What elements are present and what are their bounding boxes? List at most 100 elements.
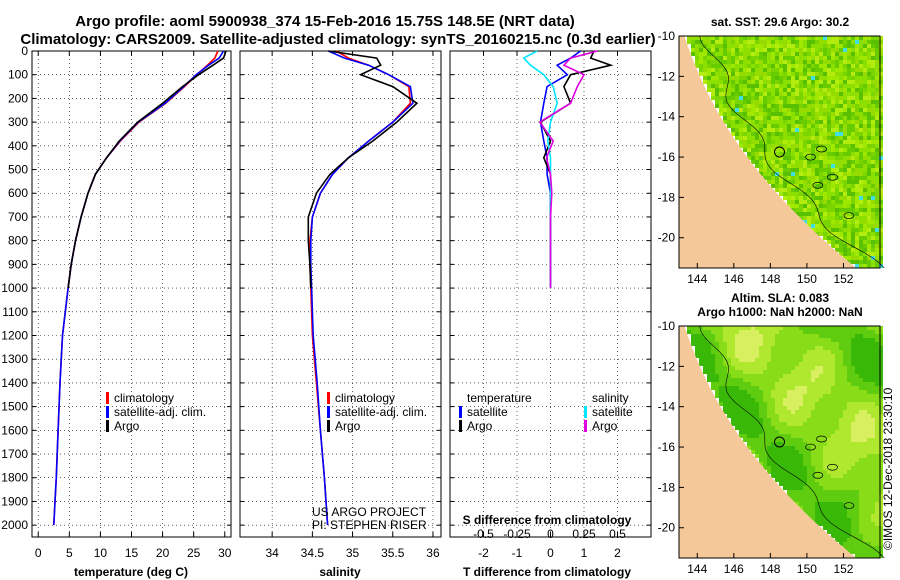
ocean-cell — [767, 410, 771, 414]
ocean-cell — [811, 76, 815, 80]
ocean-cell — [755, 366, 759, 370]
ocean-cell — [859, 132, 863, 136]
ocean-cell — [863, 474, 867, 478]
ocean-cell — [775, 96, 779, 100]
ocean-cell — [855, 530, 859, 534]
ocean-cell — [867, 56, 871, 60]
ocean-cell — [799, 72, 803, 76]
ocean-cell — [875, 88, 879, 92]
ocean-cell — [811, 104, 815, 108]
ocean-cell — [747, 382, 751, 386]
ocean-cell — [791, 482, 795, 486]
ocean-cell — [795, 462, 799, 466]
ocean-cell — [871, 92, 875, 96]
ocean-cell — [747, 326, 751, 330]
ocean-cell — [859, 76, 863, 80]
ocean-cell — [851, 390, 855, 394]
ocean-cell — [779, 68, 783, 72]
ocean-cell — [723, 358, 727, 362]
ocean-cell — [859, 338, 863, 342]
ocean-cell — [691, 334, 695, 338]
ocean-cell — [763, 434, 767, 438]
ocean-cell — [707, 52, 711, 56]
ocean-cell — [847, 410, 851, 414]
ocean-cell — [803, 398, 807, 402]
ocean-cell — [735, 104, 739, 108]
ocean-cell — [875, 108, 879, 112]
ocean-cell — [755, 438, 759, 442]
ocean-cell — [735, 80, 739, 84]
ocean-cell — [727, 366, 731, 370]
ocean-cell — [835, 418, 839, 422]
ocean-cell — [847, 176, 851, 180]
legend-swatch-t-argo — [459, 420, 462, 432]
ocean-cell — [815, 410, 819, 414]
ocean-cell — [787, 84, 791, 88]
ocean-cell — [755, 370, 759, 374]
ocean-cell — [759, 430, 763, 434]
ocean-cell — [839, 152, 843, 156]
ocean-cell — [755, 48, 759, 52]
ocean-cell — [803, 208, 807, 212]
ocean-cell — [747, 406, 751, 410]
ocean-cell — [839, 374, 843, 378]
ocean-cell — [775, 382, 779, 386]
ocean-cell — [755, 152, 759, 156]
legend-label-s-satellite: satellite — [592, 405, 633, 419]
ocean-cell — [835, 382, 839, 386]
ocean-cell — [811, 362, 815, 366]
ocean-cell — [763, 136, 767, 140]
ocean-cell — [827, 144, 831, 148]
ocean-cell — [815, 338, 819, 342]
ocean-cell — [823, 442, 827, 446]
ocean-cell — [795, 48, 799, 52]
ocean-cell — [803, 60, 807, 64]
ocean-cell — [795, 200, 799, 204]
ocean-cell — [871, 112, 875, 116]
ocean-cell — [819, 390, 823, 394]
ocean-cell — [783, 406, 787, 410]
ocean-cell — [855, 514, 859, 518]
ocean-cell — [843, 442, 847, 446]
ocean-cell — [847, 422, 851, 426]
ocean-cell — [795, 164, 799, 168]
ocean-cell — [835, 108, 839, 112]
ocean-cell — [875, 220, 879, 224]
ocean-cell — [879, 244, 883, 248]
ocean-cell — [851, 124, 855, 128]
ocean-cell — [815, 136, 819, 140]
ocean-cell — [775, 108, 779, 112]
ocean-cell — [795, 36, 799, 40]
ocean-cell — [855, 538, 859, 542]
ocean-cell — [727, 358, 731, 362]
ocean-cell — [739, 104, 743, 108]
ocean-cell — [875, 554, 879, 558]
ocean-cell — [835, 410, 839, 414]
ocean-cell — [819, 80, 823, 84]
ocean-cell — [755, 120, 759, 124]
ocean-cell — [723, 342, 727, 346]
ocean-cell — [719, 52, 723, 56]
ocean-cell — [739, 430, 743, 434]
ocean-cell — [787, 196, 791, 200]
ocean-cell — [843, 192, 847, 196]
ocean-cell — [779, 184, 783, 188]
ocean-cell — [823, 386, 827, 390]
ocean-cell — [871, 534, 875, 538]
ocean-cell — [731, 338, 735, 342]
ocean-cell — [747, 402, 751, 406]
ocean-cell — [751, 446, 755, 450]
ocean-cell — [787, 362, 791, 366]
ocean-cell — [867, 498, 871, 502]
ocean-cell — [743, 418, 747, 422]
ocean-cell — [799, 104, 803, 108]
ocean-cell — [819, 196, 823, 200]
ocean-cell — [767, 52, 771, 56]
ocean-cell — [731, 44, 735, 48]
ocean-cell — [823, 342, 827, 346]
ocean-cell — [823, 48, 827, 52]
ocean-cell — [723, 108, 727, 112]
ocean-cell — [755, 454, 759, 458]
ocean-cell — [871, 418, 875, 422]
ocean-cell — [871, 168, 875, 172]
